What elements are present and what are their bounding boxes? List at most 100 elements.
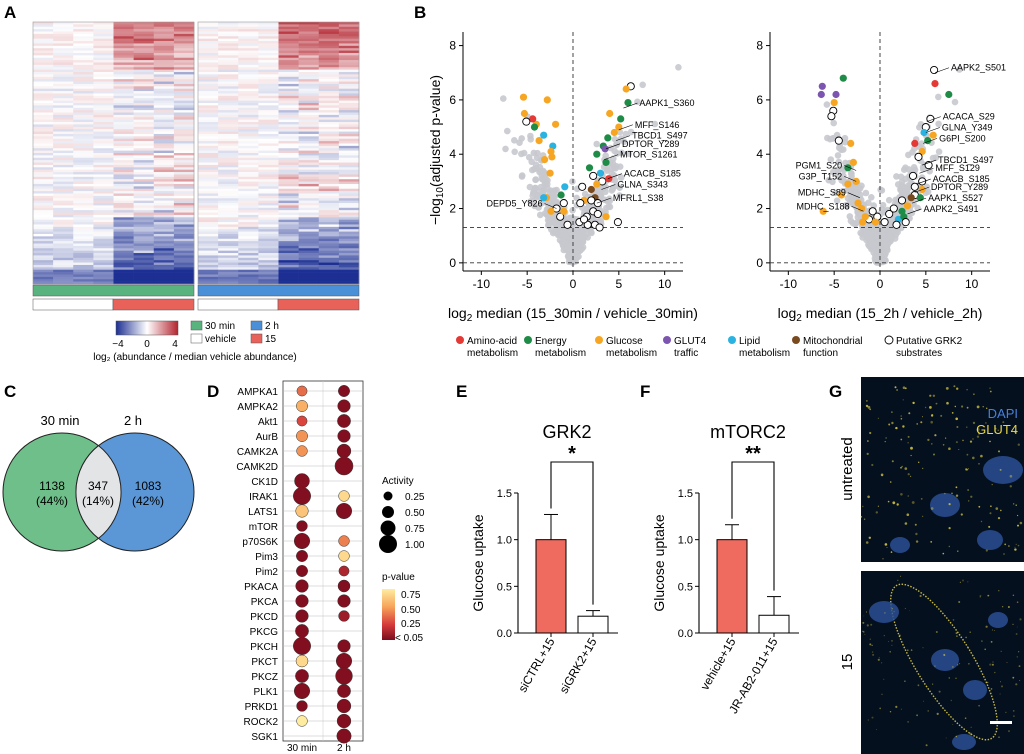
heatmap-cell — [318, 279, 340, 282]
bar-y-tick-label: 1.5 — [678, 488, 693, 500]
glut4-signal — [862, 621, 865, 624]
heatmap-cell — [278, 122, 299, 125]
heatmap-cell — [278, 214, 299, 218]
colorbar-tick-0: 0 — [144, 339, 150, 350]
heatmap-cell — [153, 31, 175, 35]
glut4-signal — [936, 712, 939, 716]
heatmap-cell — [93, 105, 114, 109]
heatmap-cell — [53, 79, 74, 82]
heatmap-cell — [258, 169, 279, 173]
heatmap-cell — [338, 33, 360, 37]
heatmap-cell — [153, 179, 175, 182]
heatmap-cell — [153, 205, 175, 209]
volcano-bg-point — [609, 160, 617, 167]
heatmap-cell — [238, 205, 259, 209]
heatmap-cell — [258, 226, 279, 230]
heatmap-cell — [258, 217, 279, 220]
heatmap-cell — [298, 169, 320, 173]
heatmap-cell — [93, 157, 114, 161]
volcano-highlight-point — [559, 199, 568, 208]
heatmap-cell — [258, 250, 279, 254]
glut4-signal — [922, 416, 923, 418]
heatmap-cell — [238, 186, 259, 190]
heatmap-cell — [238, 110, 259, 113]
heatmap-cell — [298, 269, 320, 273]
glut4-signal — [866, 624, 869, 627]
heatmap-cell — [338, 126, 360, 130]
heatmap-cell — [33, 205, 54, 209]
heatmap-cell — [258, 262, 279, 266]
volcano-highlight-point — [560, 207, 568, 215]
heatmap-cell — [153, 257, 175, 261]
heatmap-cell — [33, 264, 54, 268]
heatmap-cell — [318, 79, 340, 82]
heatmap-cell — [318, 110, 340, 113]
heatmap-cell — [173, 157, 195, 161]
volcano-label: ACACB_S185 — [933, 174, 990, 184]
heatmap-cell — [133, 269, 155, 273]
heatmap-cell — [33, 124, 54, 128]
heatmap-cell — [33, 250, 54, 254]
heatmap-cell — [238, 245, 259, 249]
volcano-bg-point — [834, 152, 842, 159]
heatmap-cell — [278, 195, 299, 199]
glut4-signal — [956, 426, 959, 428]
volcano-bg-point — [675, 64, 682, 71]
heatmap-cell — [133, 43, 155, 47]
heatmap-cell — [338, 193, 360, 197]
label-leader-line — [623, 102, 638, 109]
heatmap-cell — [338, 64, 360, 68]
heatmap-cell — [133, 57, 155, 61]
heatmap-cell — [113, 226, 134, 230]
heatmap-cell — [133, 26, 155, 30]
heatmap-cell — [298, 217, 320, 220]
heatmap-cell — [238, 231, 259, 235]
heatmap-cell — [113, 105, 134, 109]
heatmap-cell — [218, 274, 239, 278]
heatmap-cell — [258, 76, 279, 80]
heatmap-cell — [113, 198, 134, 201]
volcano-highlight-point — [561, 183, 569, 191]
heatmap-cell — [318, 226, 340, 230]
heatmap-cell — [53, 195, 74, 199]
heatmap-cell — [338, 262, 360, 266]
heatmap-cell — [73, 79, 94, 82]
volcano-highlight-point — [540, 194, 548, 202]
heatmap-cell — [133, 76, 155, 80]
volcano-highlight-point — [530, 123, 539, 131]
glut4-signal — [966, 389, 968, 391]
heatmap-cell — [338, 24, 360, 28]
heatmap-cell — [338, 119, 360, 123]
heatmap-cell — [198, 172, 219, 175]
heatmap-cell — [198, 143, 219, 147]
volcano-highlight-point — [918, 177, 927, 186]
heatmap-cell — [133, 179, 155, 182]
heatmap-cell — [73, 219, 94, 223]
heatmap-cell — [218, 245, 239, 249]
heatmap-cell — [133, 167, 155, 170]
heatmap-cell — [53, 83, 74, 87]
heatmap-cell — [318, 52, 340, 56]
y-tick-label: 4 — [756, 147, 763, 161]
heatmap-cell — [53, 243, 74, 247]
heatmap-cell — [318, 48, 340, 51]
glut4-signal — [881, 693, 883, 695]
heatmap-cell — [153, 148, 175, 151]
heatmap-cell — [198, 241, 219, 244]
heatmap-cell — [33, 226, 54, 230]
heatmap-cell — [318, 217, 340, 220]
heatmap-cell — [198, 79, 219, 82]
heatmap-cell — [278, 200, 299, 204]
heatmap-cell — [258, 129, 279, 132]
heatmap-cell — [133, 217, 155, 220]
heatmap-cell — [198, 276, 219, 280]
heatmap-cell — [218, 105, 239, 109]
heatmap-cell — [258, 179, 279, 182]
heatmap-cell — [113, 107, 134, 111]
volcano-highlight-point — [587, 185, 595, 194]
volcano-highlight-point — [910, 182, 919, 191]
volcano-highlight-point — [593, 209, 602, 219]
heatmap-cell — [198, 255, 219, 259]
heatmap-cell — [93, 143, 114, 147]
